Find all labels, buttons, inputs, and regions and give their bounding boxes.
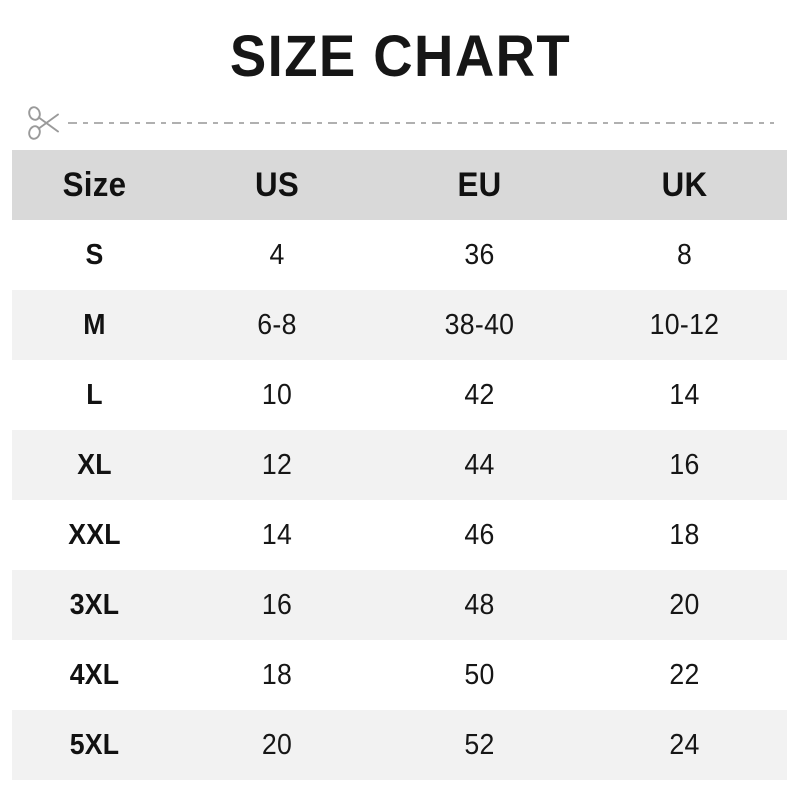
cell-us: 20 [261, 728, 293, 761]
cell-uk: 10-12 [649, 308, 720, 341]
table-row: XL 12 44 16 [12, 430, 787, 500]
cell-us: 6-8 [257, 308, 297, 341]
title-area: SIZE CHART [0, 0, 800, 100]
page-title: SIZE CHART [229, 24, 571, 89]
column-header-size: Size [62, 165, 127, 204]
cell-size: 5XL [69, 728, 120, 761]
column-header-us: US [254, 165, 300, 204]
dashed-cut-line [68, 122, 774, 124]
cell-size: M [83, 308, 106, 341]
table-row: 5XL 20 52 24 [12, 710, 787, 780]
cell-size: XXL [68, 518, 121, 551]
cell-uk: 8 [676, 238, 693, 271]
cell-uk: 22 [669, 658, 700, 691]
cell-size: L [86, 378, 103, 411]
cell-eu: 38-40 [444, 308, 515, 341]
cell-eu: 52 [464, 728, 495, 761]
cell-size: 3XL [69, 588, 120, 621]
table-row: XXL 14 46 18 [12, 500, 787, 570]
cut-line [0, 104, 800, 142]
cell-eu: 46 [464, 518, 495, 551]
table-row: 4XL 18 50 22 [12, 640, 787, 710]
table-row: L 10 42 14 [12, 360, 787, 430]
cell-us: 12 [261, 448, 293, 481]
cell-eu: 48 [464, 588, 495, 621]
table-body: S 4 36 8 M 6-8 38-40 10-12 L 10 42 14 XL… [12, 220, 787, 780]
cell-us: 14 [261, 518, 293, 551]
cell-eu: 36 [464, 238, 495, 271]
cell-size: 4XL [69, 658, 120, 691]
cell-eu: 50 [464, 658, 495, 691]
cell-size: XL [77, 448, 112, 481]
column-header-uk: UK [661, 165, 708, 204]
table-row: M 6-8 38-40 10-12 [12, 290, 787, 360]
cell-us: 4 [269, 238, 285, 271]
column-header-eu: EU [457, 165, 502, 204]
cell-uk: 16 [669, 448, 700, 481]
cell-us: 10 [261, 378, 293, 411]
cell-uk: 18 [669, 518, 700, 551]
cell-us: 18 [261, 658, 293, 691]
size-chart-table: Size US EU UK S 4 36 8 M 6-8 38-40 10-12… [12, 150, 787, 780]
scissors-icon [28, 106, 59, 140]
cell-us: 16 [261, 588, 293, 621]
cell-size: S [85, 238, 104, 271]
table-header: Size US EU UK [12, 150, 787, 220]
table-header-row: Size US EU UK [12, 150, 787, 220]
table-row: S 4 36 8 [12, 220, 787, 290]
cell-eu: 44 [464, 448, 495, 481]
cell-eu: 42 [464, 378, 495, 411]
cell-uk: 14 [669, 378, 700, 411]
table-row: 3XL 16 48 20 [12, 570, 787, 640]
cell-uk: 20 [669, 588, 700, 621]
cell-uk: 24 [669, 728, 700, 761]
